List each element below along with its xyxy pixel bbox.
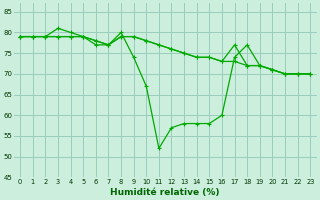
- X-axis label: Humidité relative (%): Humidité relative (%): [110, 188, 220, 197]
